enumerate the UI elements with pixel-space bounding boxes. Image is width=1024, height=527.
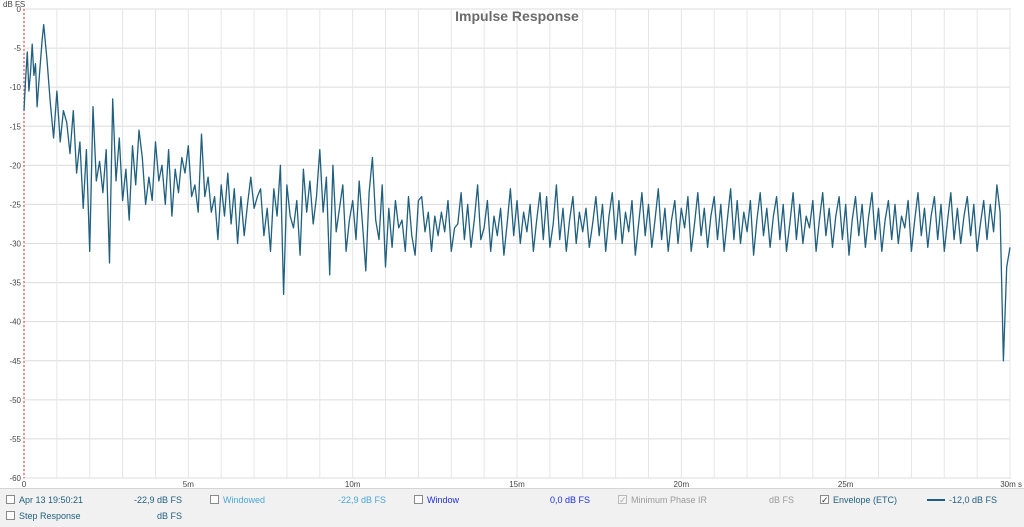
x-tick-label: 15m xyxy=(509,480,525,488)
x-tick-label: 10m xyxy=(345,480,361,488)
y-tick-label: -45 xyxy=(9,357,21,366)
legend-checkbox[interactable] xyxy=(414,495,423,504)
legend-label: Minimum Phase IR xyxy=(631,495,708,505)
legend-value: -22,9 dB FS xyxy=(337,495,386,505)
chart-title: Impulse Response xyxy=(455,8,579,24)
legend-item-windowed[interactable]: Windowed xyxy=(210,493,340,507)
legend-label: Windowed xyxy=(223,495,266,505)
series-line[interactable] xyxy=(23,23,1011,362)
chart-svg[interactable]: 0-5-10-15-20-25-30-35-40-45-50-55-600 5m 1… xyxy=(0,0,1024,488)
y-tick-label: -40 xyxy=(9,318,21,327)
legend-checkbox[interactable] xyxy=(210,495,219,504)
y-tick-label: -55 xyxy=(9,435,21,444)
y-tick-label: -10 xyxy=(9,83,21,92)
legend-item-window[interactable]: Window xyxy=(414,493,544,507)
impulse-response-chart[interactable]: 0 -5 -10 -15 -20 -25 -30 -35 -40 -45 -50 -55 -60 0 5m 1… xyxy=(0,0,1024,488)
legend-checkbox[interactable] xyxy=(6,495,15,504)
legend-value: -12,0 dB FS xyxy=(948,495,997,505)
legend-value: dB FS xyxy=(156,511,182,521)
legend-checkbox[interactable] xyxy=(820,493,829,507)
x-unit-label: 30m s xyxy=(1000,480,1022,488)
y-tick-label: 0 xyxy=(17,5,22,14)
y-axis-label: dB FS xyxy=(3,0,25,9)
legend-label: Step Response xyxy=(19,511,81,521)
y-tick-label: -15 xyxy=(9,122,21,131)
legend-value: dB FS xyxy=(768,495,794,505)
legend-item-envelope-etc[interactable]: Envelope (ETC) xyxy=(820,493,950,507)
legend-value: 0,0 dB FS xyxy=(549,495,590,505)
y-tick-label: -5 xyxy=(14,44,22,53)
x-tick-label: 25m xyxy=(838,480,854,488)
y-tick-label: -60 xyxy=(9,474,21,483)
legend-item-minimum-phase-ir[interactable]: Minimum Phase IR xyxy=(618,493,748,507)
y-tick-label: -35 xyxy=(9,279,21,288)
legend-bar: Apr 13 19:50:21 -22,9 dB FS Windowed -22,9 … xyxy=(0,488,1024,527)
legend-item-measurement[interactable]: Apr 13 19:50:21 xyxy=(6,493,136,507)
legend-checkbox[interactable] xyxy=(618,493,627,507)
legend-value: -22,9 dB FS xyxy=(133,495,182,505)
x-tick-label: 0 xyxy=(22,480,27,488)
y-tick-label: -20 xyxy=(9,161,21,170)
legend-checkbox[interactable] xyxy=(6,511,15,520)
legend-label: Window xyxy=(427,495,460,505)
legend-line-swatch xyxy=(927,499,945,501)
y-tick-label: -25 xyxy=(9,200,21,209)
y-tick-label: -30 xyxy=(9,240,21,249)
y-tick-label: -50 xyxy=(9,396,21,405)
x-tick-label: 20m xyxy=(674,480,690,488)
legend-label: Envelope (ETC) xyxy=(833,495,898,505)
legend-label: Apr 13 19:50:21 xyxy=(19,495,84,505)
x-tick-label: 5m xyxy=(183,480,194,488)
legend-item-step-response[interactable]: Step Response xyxy=(6,509,136,523)
